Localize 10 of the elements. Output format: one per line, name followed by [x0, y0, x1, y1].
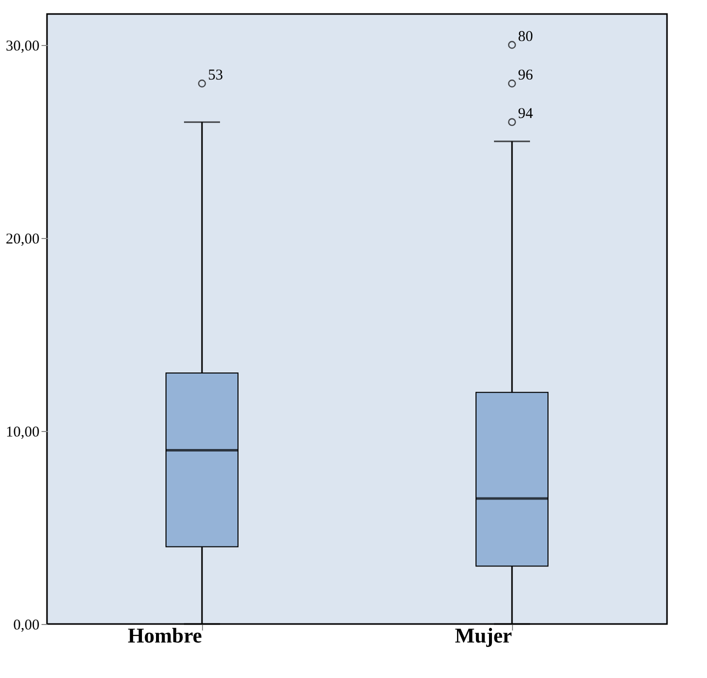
x-tick-label: Hombre: [128, 624, 202, 648]
annotation: 96: [518, 67, 534, 84]
annotation: 53: [208, 67, 223, 84]
y-tick-label: 20,00: [6, 231, 40, 248]
annotation: 94: [518, 106, 534, 122]
x-tick-label: Mujer: [454, 624, 512, 648]
y-tick-label: 30,00: [6, 38, 40, 54]
y-tick-label: 10,00: [6, 424, 40, 440]
y-tick-label: 0,00: [13, 618, 40, 634]
annotation: 80: [518, 28, 533, 45]
